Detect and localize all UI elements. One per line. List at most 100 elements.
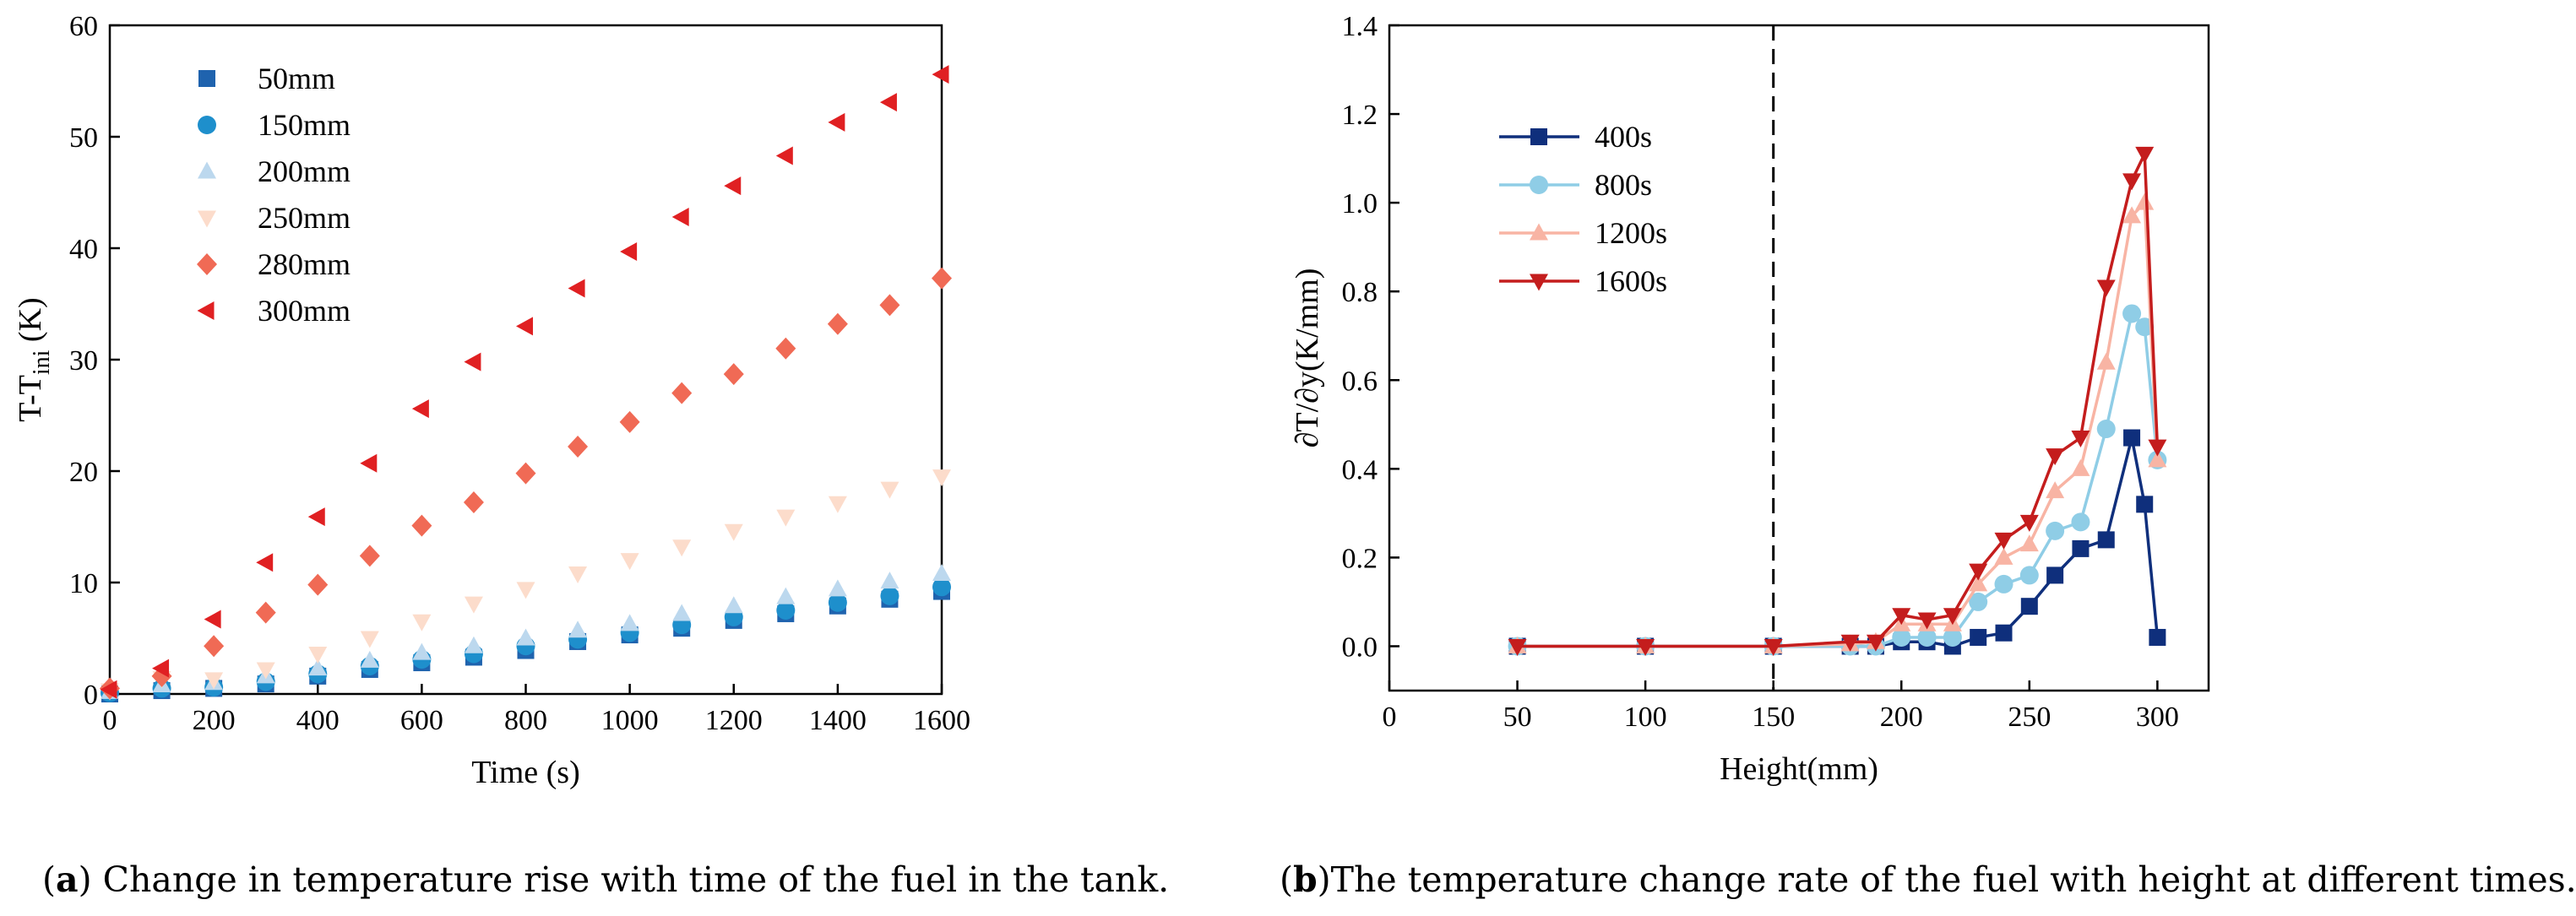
data-point-200mm — [724, 596, 743, 614]
data-point-300mm — [307, 507, 325, 527]
data-point-300mm — [411, 399, 429, 419]
data-point-1200s — [1994, 547, 2014, 565]
data-point-250mm — [412, 614, 432, 631]
x-tick-label: 300 — [2136, 702, 2179, 733]
data-point-280mm — [568, 435, 589, 458]
y-tick-label: 60 — [69, 11, 98, 42]
y-tick-label: 0.2 — [1342, 543, 1378, 574]
x-tick-label: 100 — [1624, 702, 1667, 733]
legend: 400s 800s 1200s 1600s — [1499, 120, 1667, 298]
data-point-1200s — [2148, 450, 2167, 468]
caption-a-label: a — [56, 859, 79, 900]
legend-marker-200mm — [198, 161, 216, 179]
data-point-250mm — [256, 662, 275, 680]
series-line-400s — [1517, 437, 2160, 648]
data-point-280mm — [463, 491, 484, 513]
data-point-300mm — [724, 176, 742, 196]
data-point-300mm — [464, 352, 481, 371]
series-280mm — [100, 267, 952, 700]
data-point-800s — [1917, 627, 1937, 647]
data-point-200mm — [828, 579, 847, 597]
data-point-800s — [2096, 420, 2116, 439]
data-point-200mm — [672, 604, 692, 621]
chart-a-temperature-rise: 0 200 400 600 800 1000 1200 1400 1600 0 10 20 30 40 50… — [13, 11, 970, 790]
chart-b-temperature-gradient: 0 50 100 150 200 250 300 0.0 0.2 0.4 0.6 0.8 1.0 1.2 1… — [1290, 11, 2210, 787]
data-point-1600s — [1943, 608, 1962, 626]
x-tick-label: 1600 — [913, 705, 970, 736]
data-point-300mm — [100, 680, 117, 699]
x-tick-label: 1400 — [809, 705, 867, 736]
data-point-250mm — [308, 646, 328, 664]
y-axis-title-unit: (K) — [13, 297, 48, 350]
data-point-1600s — [1764, 638, 1783, 656]
y-axis-title: ∂T/∂y(K/mm) — [1290, 268, 1325, 448]
data-point-200mm — [464, 636, 483, 653]
data-point-300mm — [671, 208, 689, 227]
data-point-1200s — [2096, 352, 2116, 370]
data-point-800s — [2122, 304, 2142, 323]
x-tick-label: 600 — [400, 705, 443, 736]
x-tick-label: 800 — [504, 705, 547, 736]
x-tick-label: 1200 — [705, 705, 763, 736]
legend-label-300mm: 300mm — [258, 294, 351, 328]
data-point-300mm — [879, 93, 897, 112]
data-point-280mm — [879, 294, 900, 317]
data-point-1600s — [2148, 439, 2167, 457]
data-point-1600s — [1840, 634, 1860, 652]
data-point-400s — [2123, 429, 2141, 447]
legend-marker-1200s — [1530, 223, 1548, 241]
y-tick-label: 20 — [69, 457, 98, 488]
legend-label-1600s: 1600s — [1595, 264, 1667, 298]
legend-marker-800s — [1530, 176, 1548, 194]
data-point-800s — [2071, 512, 2090, 532]
y-tick-label: 0.8 — [1342, 277, 1378, 308]
data-point-150mm — [828, 593, 847, 612]
data-point-250mm — [360, 631, 379, 648]
legend: 50mm 150mm 200mm 250mm 280mm 300mm — [197, 62, 351, 328]
series-1200s — [1508, 192, 2167, 653]
data-point-280mm — [775, 337, 796, 360]
legend-label-280mm: 280mm — [258, 247, 351, 281]
legend-marker-150mm — [198, 116, 216, 134]
data-point-250mm — [932, 469, 951, 487]
data-point-1200s — [2046, 481, 2065, 499]
y-tick-label: 1.2 — [1342, 100, 1378, 131]
data-point-280mm — [359, 545, 380, 567]
y-tick-label: 10 — [69, 568, 98, 599]
x-tick-label: 150 — [1752, 702, 1795, 733]
legend-marker-280mm — [197, 253, 217, 275]
data-point-250mm — [464, 596, 483, 614]
caption-a-text: Change in temperature rise with time of … — [91, 859, 1170, 900]
data-point-250mm — [724, 523, 743, 541]
data-point-250mm — [620, 553, 639, 571]
data-point-1600s — [1994, 532, 2014, 550]
data-point-1200s — [2019, 534, 2039, 552]
x-tick-label: 1000 — [601, 705, 659, 736]
legend-label-150mm: 150mm — [258, 108, 351, 142]
data-point-200mm — [308, 659, 328, 676]
data-point-400s — [2149, 628, 2166, 646]
data-point-1600s — [1866, 634, 1885, 652]
caption-a: (a) Change in temperature rise with time… — [42, 859, 1170, 900]
data-point-280mm — [411, 514, 432, 537]
data-point-1200s — [2071, 458, 2090, 476]
data-point-1600s — [1969, 563, 1988, 581]
data-point-1600s — [2071, 431, 2090, 448]
data-point-400s — [2136, 496, 2154, 513]
data-point-200mm — [568, 621, 588, 638]
data-point-400s — [2046, 566, 2064, 584]
data-point-400s — [1995, 624, 2013, 642]
data-point-150mm — [776, 601, 796, 620]
data-point-200mm — [516, 628, 535, 646]
data-point-1600s — [2135, 146, 2155, 164]
data-point-300mm — [360, 453, 378, 473]
x-tick-label: 400 — [296, 705, 340, 736]
series-250mm — [101, 469, 951, 701]
data-point-280mm — [619, 410, 640, 433]
legend-marker-300mm — [197, 301, 215, 320]
data-point-1600s — [1508, 638, 1527, 656]
caption-b: (b)The temperature change rate of the fu… — [1280, 859, 2576, 900]
data-point-800s — [1969, 592, 1988, 611]
data-point-300mm — [256, 553, 274, 572]
